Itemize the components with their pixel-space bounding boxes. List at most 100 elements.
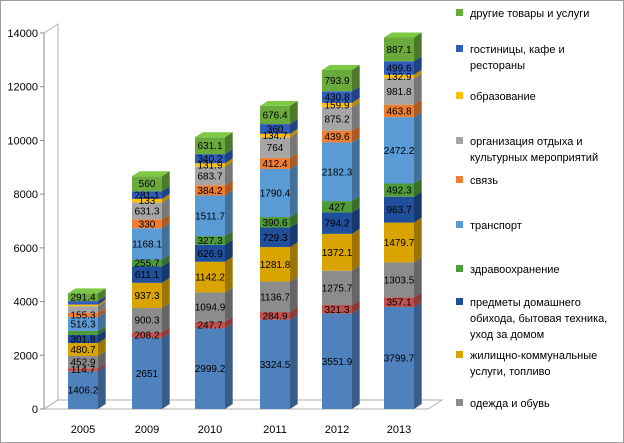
bar-segment: [322, 142, 352, 202]
y-tick-label: 4000: [14, 297, 38, 309]
data-label: 1168.1: [132, 239, 162, 250]
bar-segment: [132, 198, 162, 203]
bar-segment-side: [414, 217, 422, 263]
bar-segment: [195, 163, 225, 167]
bar-segment-side: [98, 338, 106, 356]
bar-segment: [260, 312, 290, 320]
legend-swatch: [456, 137, 463, 144]
bar-segment: [260, 227, 290, 248]
bar-top: [195, 132, 233, 138]
data-label: 1372.1: [322, 248, 353, 259]
bar-segment: [132, 219, 162, 229]
bar-segment-side: [352, 207, 360, 234]
legend-swatch: [456, 265, 463, 272]
bar-segment-side: [225, 323, 233, 409]
x-tick-label: 2013: [387, 424, 411, 436]
x-tick-label: 2005: [71, 424, 95, 436]
bar-segment-side: [352, 137, 360, 202]
bar-segment-side: [98, 363, 106, 372]
bar-segment: [260, 168, 290, 218]
data-label: 1479.7: [384, 238, 415, 249]
y-tick-label: 12000: [7, 82, 38, 94]
legend-swatch: [456, 221, 463, 228]
legend-label: предметы домашнего обихода, бытовая техни…: [470, 297, 607, 341]
data-label: 390.6: [262, 218, 287, 229]
bar-segment-side: [290, 132, 298, 158]
data-label: 2472.2: [384, 146, 415, 157]
bar-segment-side: [98, 351, 106, 369]
bar-segment: [195, 261, 225, 293]
data-label: 631.3: [134, 206, 159, 217]
bar-segment: [384, 74, 414, 79]
bar-segment: [68, 368, 98, 372]
bar-segment: [195, 236, 225, 245]
bar-segment: [260, 217, 290, 228]
bar-segment: [322, 313, 352, 409]
data-label: 439.6: [324, 132, 349, 143]
bar-segment-side: [290, 314, 298, 409]
data-label: 412.4: [262, 159, 287, 170]
bar-segment-side: [225, 231, 233, 245]
bar-segment-side: [352, 86, 360, 103]
bar-segment-side: [162, 214, 170, 229]
bar-segment-side: [414, 73, 422, 105]
data-label: 427: [329, 202, 346, 213]
legend-swatch: [456, 298, 463, 305]
bar-segment: [132, 332, 162, 338]
bar-segment: [68, 343, 98, 356]
data-label: 875.2: [324, 114, 349, 125]
bar-top: [322, 65, 360, 70]
bar-segment: [132, 259, 162, 267]
data-label: 1511.7: [195, 211, 225, 222]
data-label: 2182.3: [322, 167, 353, 178]
bar-segment-side: [162, 193, 170, 203]
bar-segment-side: [98, 301, 106, 313]
data-label: 631.1: [197, 141, 222, 152]
data-label: 963.7: [386, 205, 411, 216]
bar-segment: [195, 244, 225, 262]
data-label: 155.3: [70, 310, 95, 321]
data-label: 516.3: [70, 320, 95, 331]
legend-label: гостиницы, кафе и рестораны: [470, 44, 565, 72]
bar-segment: [68, 301, 98, 305]
data-label: 1094.9: [195, 303, 226, 314]
bar-segment-side: [225, 256, 233, 293]
bar-segment-side: [414, 56, 422, 75]
bar-segment: [260, 137, 290, 158]
bar-segment-side: [414, 302, 422, 409]
bar-top: [68, 288, 106, 294]
data-label: 134.7: [262, 131, 287, 142]
bar-segment-side: [290, 128, 298, 138]
data-label: 1142.2: [195, 273, 225, 284]
data-label: 384.2: [197, 186, 222, 197]
bar-segment: [384, 61, 414, 75]
bar-segment-side: [225, 190, 233, 237]
bar-segment: [195, 195, 225, 237]
data-label: 301.8: [70, 335, 95, 346]
bar-segment-side: [290, 163, 298, 218]
bar-top: [260, 100, 298, 106]
bar-segment: [195, 185, 225, 196]
bar-segment: [195, 292, 225, 322]
legend-label: образование: [470, 91, 536, 103]
bar-segment: [384, 183, 414, 197]
bar-segment-side: [98, 366, 106, 409]
bar-segment-side: [225, 149, 233, 164]
bar-segment-side: [414, 99, 422, 118]
legend-swatch: [456, 176, 463, 183]
data-label: 114.7: [71, 365, 96, 376]
bar-segment-side: [98, 325, 106, 335]
bar-segment-side: [352, 125, 360, 143]
bar-segment: [384, 306, 414, 409]
data-label: 793.9: [324, 76, 349, 87]
bar-segment-side: [162, 171, 170, 192]
data-label: 327.3: [197, 236, 222, 247]
data-label: 611.1: [135, 270, 160, 281]
bar-segment-side: [225, 239, 233, 262]
data-label: 900.3: [134, 316, 159, 327]
bar-segment: [384, 104, 414, 118]
data-label: 729.3: [262, 233, 287, 244]
bar-segment: [322, 212, 352, 234]
